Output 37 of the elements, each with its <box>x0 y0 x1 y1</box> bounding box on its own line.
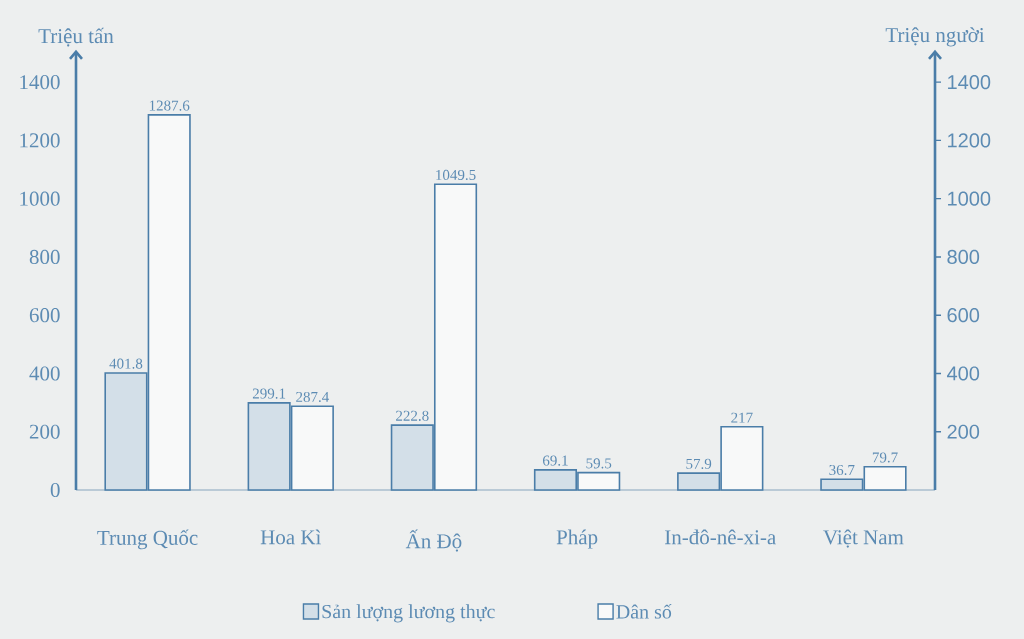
y-tick-label: 800 <box>29 249 60 265</box>
y-tick-label: 1000 <box>20 191 60 206</box>
data-label: 36.7 <box>829 464 855 476</box>
x-tick-label: Trung Quốc <box>97 529 198 550</box>
legend-label: Dân số <box>616 603 672 619</box>
data-label: 287.4 <box>296 391 330 403</box>
data-label: 401.8 <box>109 358 143 369</box>
y2-tick-label: 600 <box>947 308 980 323</box>
data-label: 69.1 <box>542 455 568 466</box>
y2-tick-label: 1200 <box>948 133 991 148</box>
legend-label: Sản lượng lương thực <box>322 604 495 623</box>
y2-tick-label: 800 <box>947 249 980 264</box>
y-tick-label: 1400 <box>20 75 60 90</box>
x-tick-label: In-đô-nê-xi-a <box>665 529 776 545</box>
data-label: 299.1 <box>252 388 286 399</box>
data-label: 79.7 <box>872 452 898 463</box>
y-tick-label: 200 <box>29 424 60 439</box>
y2-tick-label: 400 <box>947 366 980 381</box>
y-tick-label: 1200 <box>20 133 60 148</box>
data-label: 217 <box>731 412 753 423</box>
data-label: 1287.6 <box>149 100 190 111</box>
y-tick-label: 600 <box>29 308 60 323</box>
y-axis-title: Triệu tấn <box>38 27 114 47</box>
y2-tick-label: 200 <box>947 424 980 439</box>
x-tick-label: Việt Nam <box>823 529 904 548</box>
x-tick-label: Hoa Kì <box>260 529 321 545</box>
y-tick-label: 0 <box>50 482 60 498</box>
data-label: 57.9 <box>686 458 712 469</box>
data-label: 59.5 <box>586 458 612 469</box>
y2-tick-label: 1400 <box>948 75 991 90</box>
x-tick-label: Pháp <box>556 529 598 549</box>
y2-tick-label: 1000 <box>948 191 991 206</box>
data-label: 222.8 <box>396 410 429 421</box>
x-tick-label: Ấn Độ <box>405 529 462 552</box>
data-label: 1049.5 <box>436 169 476 181</box>
y-tick-label: 400 <box>29 366 60 381</box>
y2-axis-title: Triệu người <box>885 27 985 47</box>
